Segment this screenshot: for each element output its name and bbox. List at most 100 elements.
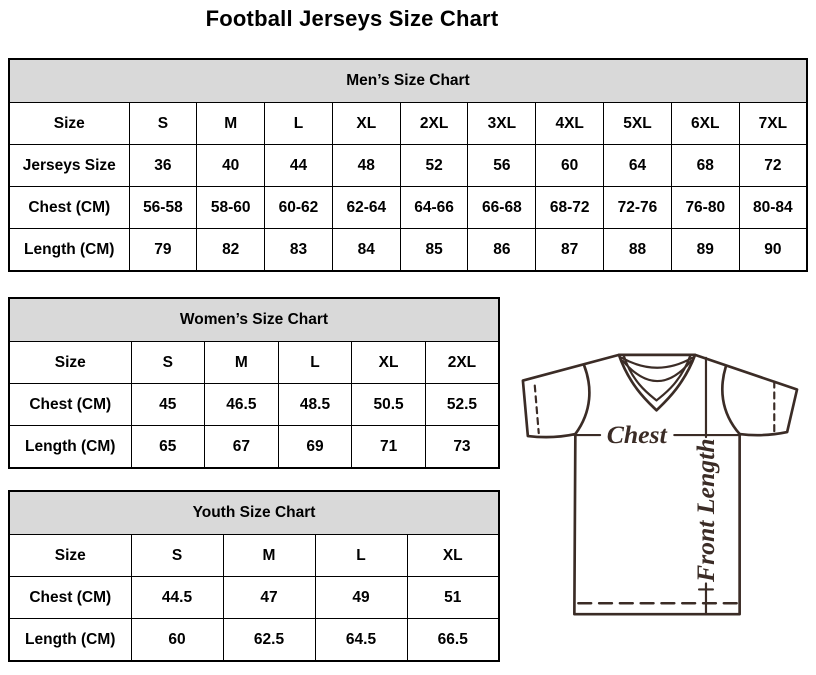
table-row: Length (CM) 79 82 83 84 85 86 87 88 89 9… (8, 228, 808, 272)
jersey-diagram-icon: Chest Front Length (521, 353, 799, 616)
table-cell: 40 (196, 144, 266, 187)
table-cell: S (130, 341, 206, 384)
table-cell: 87 (535, 228, 605, 272)
table-cell: L (264, 102, 333, 145)
left-armhole-seam (574, 364, 591, 436)
page-title: Football Jerseys Size Chart (205, 6, 499, 31)
table-cell: 67 (204, 425, 279, 469)
table-cell: 82 (196, 228, 266, 272)
table-cell: XL (406, 534, 500, 577)
table-cell: M (222, 534, 316, 577)
table-row: Chest (CM) 44.5 47 49 51 (8, 576, 500, 619)
table-cell: 88 (603, 228, 672, 272)
table-cell: 51 (406, 576, 500, 619)
table-cell: 62.5 (222, 618, 316, 662)
left-sleeve-dashed-line (533, 384, 540, 435)
row-label: Size (8, 102, 130, 145)
table-row: Size S M L XL (8, 534, 500, 577)
table-cell: 49 (314, 576, 408, 619)
table-row: Length (CM) 65 67 69 71 73 (8, 425, 500, 469)
table-cell: 69 (277, 425, 353, 469)
table-cell: 60 (535, 144, 605, 187)
table-cell: 44.5 (130, 576, 224, 619)
table-cell: 79 (128, 228, 198, 272)
table-cell: M (204, 341, 279, 384)
womens-table-title: Women’s Size Chart (8, 297, 500, 342)
table-cell: 90 (738, 228, 808, 272)
table-cell: 60-62 (264, 186, 333, 229)
table-cell: 5XL (603, 102, 672, 145)
front-length-label: Front Length (691, 438, 720, 583)
table-cell: S (130, 534, 224, 577)
mens-table-title: Men’s Size Chart (8, 58, 808, 103)
table-cell: 65 (130, 425, 206, 469)
table-cell: 68 (670, 144, 740, 187)
vneck-inner (622, 354, 692, 402)
table-header-row: Youth Size Chart (8, 490, 500, 535)
row-label: Size (8, 534, 132, 577)
table-cell: 56-58 (128, 186, 198, 229)
table-cell: 56 (467, 144, 537, 187)
table-row: Size S M L XL 2XL (8, 341, 500, 384)
table-cell: 66-68 (467, 186, 537, 229)
table-cell: 4XL (535, 102, 605, 145)
table-cell: 6XL (670, 102, 740, 145)
chest-label: Chest (607, 420, 668, 449)
table-cell: 48.5 (277, 383, 353, 426)
row-label: Chest (CM) (8, 383, 132, 426)
womens-size-table: Women’s Size Chart Size S M L XL 2XL Che… (8, 297, 500, 469)
table-cell: 58-60 (196, 186, 266, 229)
vneck-outer (617, 353, 697, 412)
row-label: Jerseys Size (8, 144, 130, 187)
table-cell: M (196, 102, 266, 145)
youth-table-title: Youth Size Chart (8, 490, 500, 535)
front-length-measure-line (697, 356, 714, 616)
table-cell: 46.5 (204, 383, 279, 426)
row-label: Chest (CM) (8, 576, 132, 619)
table-cell: 50.5 (351, 383, 426, 426)
table-cell: XL (351, 341, 426, 384)
table-cell: L (314, 534, 408, 577)
table-cell: 62-64 (331, 186, 401, 229)
table-cell: 2XL (424, 341, 500, 384)
table-cell: 72-76 (603, 186, 672, 229)
table-cell: 45 (130, 383, 206, 426)
table-cell: 85 (399, 228, 469, 272)
table-cell: 44 (264, 144, 333, 187)
table-header-row: Women’s Size Chart (8, 297, 500, 342)
table-cell: 60 (130, 618, 224, 662)
table-cell: 3XL (467, 102, 537, 145)
table-cell: L (277, 341, 353, 384)
table-row: Size S M L XL 2XL 3XL 4XL 5XL 6XL 7XL (8, 102, 808, 145)
table-cell: 84 (331, 228, 401, 272)
table-cell: 2XL (399, 102, 469, 145)
table-cell: S (128, 102, 198, 145)
table-cell: XL (331, 102, 401, 145)
table-row: Chest (CM) 56-58 58-60 60-62 62-64 64-66… (8, 186, 808, 229)
table-cell: 71 (351, 425, 426, 469)
right-armhole-seam (720, 365, 741, 436)
mens-size-table: Men’s Size Chart Size S M L XL 2XL 3XL 4… (8, 58, 808, 272)
jersey-measurement-diagram: Chest Front Length (513, 342, 800, 629)
table-cell: 48 (331, 144, 401, 187)
table-cell: 52 (399, 144, 469, 187)
collar-arc-outer (620, 356, 694, 369)
table-cell: 66.5 (406, 618, 500, 662)
table-header-row: Men’s Size Chart (8, 58, 808, 103)
row-label: Size (8, 341, 132, 384)
table-cell: 80-84 (738, 186, 808, 229)
table-cell: 7XL (738, 102, 808, 145)
row-label: Length (CM) (8, 618, 132, 662)
row-label: Length (CM) (8, 228, 130, 272)
table-cell: 68-72 (535, 186, 605, 229)
youth-size-table: Youth Size Chart Size S M L XL Chest (CM… (8, 490, 500, 662)
table-cell: 52.5 (424, 383, 500, 426)
table-cell: 64-66 (399, 186, 469, 229)
table-cell: 73 (424, 425, 500, 469)
table-cell: 36 (128, 144, 198, 187)
table-cell: 83 (264, 228, 333, 272)
table-row: Chest (CM) 45 46.5 48.5 50.5 52.5 (8, 383, 500, 426)
table-cell: 64 (603, 144, 672, 187)
table-row: Jerseys Size 36 40 44 48 52 56 60 64 68 … (8, 144, 808, 187)
table-cell: 89 (670, 228, 740, 272)
